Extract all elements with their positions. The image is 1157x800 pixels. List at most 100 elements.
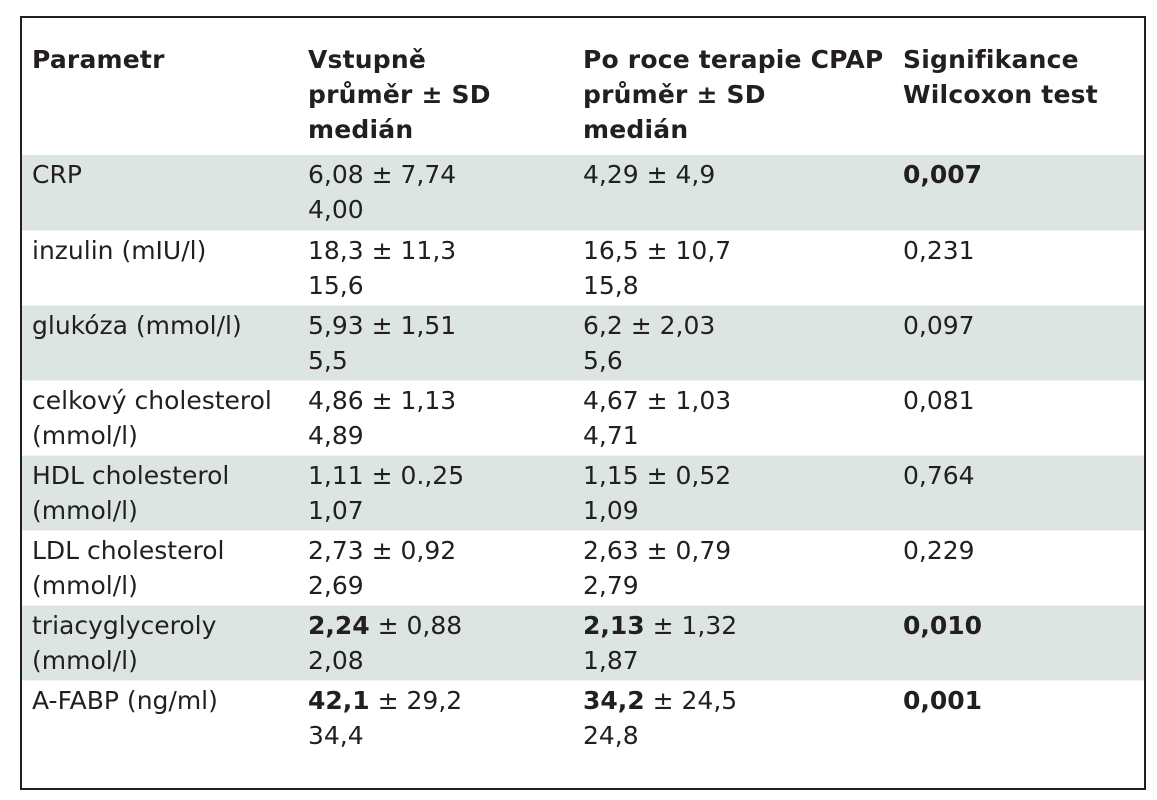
header-text-line: Parametr xyxy=(32,45,165,74)
mean-sd-line: 6,08 ± 7,74 xyxy=(308,157,573,192)
table-frame: Parametr Vstupně průměr ± SD medián Po roce … xyxy=(20,16,1146,790)
parameter-text: A-FABP (ng/ml) xyxy=(32,685,218,715)
mean-value: 18,3 xyxy=(308,235,364,265)
table-row: triacyglyceroly (mmol/l) 2,24 ± 0,88 2,08 2,… xyxy=(22,604,1144,680)
sd-value: ± 4,9 xyxy=(638,160,716,189)
significance-value: 0,010 xyxy=(903,610,983,640)
sd-value: ± 0.,25 xyxy=(363,460,465,490)
mean-sd-line: 1,11 ± 0.,25 xyxy=(308,458,573,493)
cell-cpap: 2,63 ± 0,79 2,79 xyxy=(573,529,893,605)
sd-value: ± 10,7 xyxy=(638,235,732,265)
mean-value: 2,73 xyxy=(308,535,364,565)
mean-sd-line: 16,5 ± 10,7 xyxy=(583,233,893,268)
mean-sd-line: 2,63 ± 0,79 xyxy=(583,533,893,568)
mean-value: 6,08 xyxy=(308,160,364,189)
sd-value: ± 2,03 xyxy=(622,310,716,340)
cell-cpap: 4,29 ± 4,9 xyxy=(573,155,893,230)
cell-significance: 0,231 xyxy=(893,229,1144,305)
mean-value: 34,2 xyxy=(583,685,645,715)
mean-sd-line: 4,29 ± 4,9 xyxy=(583,157,893,192)
table-header: Parametr Vstupně průměr ± SD medián Po roce … xyxy=(22,42,1144,155)
parameter-text: celkový cholesterol xyxy=(32,385,272,415)
parameter-text: triacyglyceroly xyxy=(32,610,217,640)
parameter-text: glukóza (mmol/l) xyxy=(32,310,242,340)
sd-value: ± 0,79 xyxy=(638,535,732,565)
sd-value: ± 0,88 xyxy=(369,610,463,640)
parameter-text: HDL cholesterol xyxy=(32,460,230,490)
significance-value: 0,231 xyxy=(903,235,975,265)
mean-value: 5,93 xyxy=(308,310,364,340)
parameter-text: (mmol/l) xyxy=(32,570,138,600)
header-text-line: Po roce terapie CPAP xyxy=(583,45,884,74)
mean-sd-line: 2,24 ± 0,88 xyxy=(308,608,573,643)
header-text-line: Wilcoxon test xyxy=(903,80,1098,109)
header-cpap: Po roce terapie CPAP průměr ± SD medián xyxy=(573,42,893,155)
header-text-line: Vstupně xyxy=(308,45,427,74)
significance-value: 0,007 xyxy=(903,160,983,189)
cell-cpap: 4,67 ± 1,03 4,71 xyxy=(573,379,893,455)
header-baseline: Vstupně průměr ± SD medián xyxy=(298,42,573,155)
cell-baseline: 2,73 ± 0,92 2,69 xyxy=(298,529,573,605)
significance-value: 0,081 xyxy=(903,385,975,415)
significance-value: 0,097 xyxy=(903,310,975,340)
mean-sd-line: 1,15 ± 0,52 xyxy=(583,458,893,493)
table-row: HDL cholesterol (mmol/l) 1,11 ± 0.,25 1,07 1… xyxy=(22,454,1144,530)
cell-parameter: triacyglyceroly (mmol/l) xyxy=(22,604,298,680)
table-row: inzulin (mIU/l) 18,3 ± 11,3 15,6 16,5 ± 10,… xyxy=(22,229,1144,305)
cell-significance: 0,764 xyxy=(893,454,1144,530)
cell-significance: 0,007 xyxy=(893,155,1144,230)
cell-significance: 0,097 xyxy=(893,304,1144,380)
parameter-text: CRP xyxy=(32,160,82,189)
mean-value: 6,2 xyxy=(583,310,623,340)
header-text-line: medián xyxy=(308,115,414,144)
parameter-text: LDL cholesterol xyxy=(32,535,225,565)
median-value: 5,6 xyxy=(583,345,623,375)
cell-baseline: 5,93 ± 1,51 5,5 xyxy=(298,304,573,380)
median-value: 15,8 xyxy=(583,270,639,300)
median-value: 34,4 xyxy=(308,720,364,750)
cell-baseline: 4,86 ± 1,13 4,89 xyxy=(298,379,573,455)
cell-cpap: 1,15 ± 0,52 1,09 xyxy=(573,454,893,530)
mean-sd-line: 5,93 ± 1,51 xyxy=(308,308,573,343)
header-row: Parametr Vstupně průměr ± SD medián Po roce … xyxy=(22,42,1144,155)
mean-value: 2,63 xyxy=(583,535,639,565)
sd-value: ± 0,52 xyxy=(638,460,732,490)
mean-value: 2,24 xyxy=(308,610,370,640)
cell-baseline: 18,3 ± 11,3 15,6 xyxy=(298,229,573,305)
mean-value: 42,1 xyxy=(308,685,370,715)
median-value xyxy=(583,192,893,227)
significance-value: 0,229 xyxy=(903,535,975,565)
mean-sd-line: 2,73 ± 0,92 xyxy=(308,533,573,568)
parameter-text: inzulin (mIU/l) xyxy=(32,235,207,265)
header-text-line: průměr ± SD xyxy=(583,80,766,109)
mean-value: 4,86 xyxy=(308,385,364,415)
cell-cpap: 2,13 ± 1,32 1,87 xyxy=(573,604,893,680)
header-parametr: Parametr xyxy=(22,42,298,155)
cell-significance: 0,081 xyxy=(893,379,1144,455)
parameter-text: (mmol/l) xyxy=(32,645,138,675)
sd-value: ± 1,32 xyxy=(644,610,738,640)
median-value: 24,8 xyxy=(583,720,639,750)
sd-value: ± 1,51 xyxy=(363,310,457,340)
header-text-line: Signifikance xyxy=(903,45,1079,74)
parameter-text: (mmol/l) xyxy=(32,420,138,450)
mean-value: 2,13 xyxy=(583,610,645,640)
cell-parameter: glukóza (mmol/l) xyxy=(22,304,298,380)
median-value: 15,6 xyxy=(308,270,364,300)
mean-sd-line: 42,1 ± 29,2 xyxy=(308,683,573,718)
cell-parameter: inzulin (mIU/l) xyxy=(22,229,298,305)
mean-sd-line: 4,86 ± 1,13 xyxy=(308,383,573,418)
mean-value: 1,11 xyxy=(308,460,364,490)
mean-sd-line: 18,3 ± 11,3 xyxy=(308,233,573,268)
cell-significance: 0,010 xyxy=(893,604,1144,680)
median-value: 4,89 xyxy=(308,420,364,450)
sd-value: ± 0,92 xyxy=(363,535,457,565)
significance-value: 0,764 xyxy=(903,460,975,490)
cell-parameter: A-FABP (ng/ml) xyxy=(22,679,298,755)
sd-value: ± 24,5 xyxy=(644,685,738,715)
parameter-text: (mmol/l) xyxy=(32,495,138,525)
mean-value: 16,5 xyxy=(583,235,639,265)
table-row: CRP 6,08 ± 7,74 4,00 4,29 ± 4,9 0,007 xyxy=(22,155,1144,230)
significance-value: 0,001 xyxy=(903,685,983,715)
mean-sd-line: 34,2 ± 24,5 xyxy=(583,683,893,718)
